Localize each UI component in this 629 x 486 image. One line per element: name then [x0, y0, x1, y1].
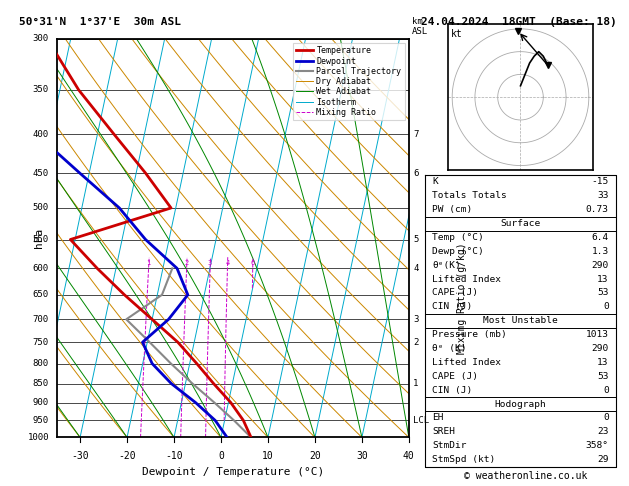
Text: 450: 450 — [33, 169, 49, 177]
Text: 350: 350 — [33, 86, 49, 94]
Text: 23: 23 — [598, 427, 609, 436]
Text: CAPE (J): CAPE (J) — [432, 289, 478, 297]
Text: 4: 4 — [225, 260, 230, 266]
Text: km
ASL: km ASL — [412, 17, 428, 36]
Text: 20: 20 — [309, 451, 321, 461]
Text: 1: 1 — [413, 379, 418, 388]
Text: hPa: hPa — [34, 228, 44, 248]
Text: 53: 53 — [598, 372, 609, 381]
Text: -30: -30 — [71, 451, 89, 461]
Text: StmDir: StmDir — [432, 441, 467, 450]
Text: θᵉ(K): θᵉ(K) — [432, 260, 461, 270]
Text: 650: 650 — [33, 290, 49, 299]
Text: CIN (J): CIN (J) — [432, 386, 472, 395]
Text: 900: 900 — [33, 398, 49, 407]
Text: 850: 850 — [33, 379, 49, 388]
Text: 358°: 358° — [586, 441, 609, 450]
Text: 2: 2 — [413, 338, 418, 347]
Text: -20: -20 — [118, 451, 136, 461]
Text: -15: -15 — [591, 177, 609, 187]
Text: kt: kt — [450, 29, 462, 39]
Text: 13: 13 — [598, 358, 609, 367]
Text: 400: 400 — [33, 130, 49, 139]
Text: CIN (J): CIN (J) — [432, 302, 472, 312]
Text: 750: 750 — [33, 338, 49, 347]
Text: -10: -10 — [165, 451, 183, 461]
Text: 2: 2 — [184, 260, 189, 266]
Text: 1.3: 1.3 — [591, 247, 609, 256]
Text: 33: 33 — [598, 191, 609, 200]
Text: 10: 10 — [262, 451, 274, 461]
Text: Totals Totals: Totals Totals — [432, 191, 507, 200]
Text: 13: 13 — [598, 275, 609, 284]
Text: 24.04.2024  18GMT  (Base: 18): 24.04.2024 18GMT (Base: 18) — [421, 17, 617, 27]
Text: Lifted Index: Lifted Index — [432, 275, 501, 284]
Text: 3: 3 — [413, 315, 418, 324]
Text: 0.73: 0.73 — [586, 205, 609, 214]
Text: 500: 500 — [33, 204, 49, 212]
Legend: Temperature, Dewpoint, Parcel Trajectory, Dry Adiabat, Wet Adiabat, Isotherm, Mi: Temperature, Dewpoint, Parcel Trajectory… — [293, 43, 404, 120]
Text: 0: 0 — [218, 451, 224, 461]
Text: Dewpoint / Temperature (°C): Dewpoint / Temperature (°C) — [142, 468, 324, 477]
Text: Pressure (mb): Pressure (mb) — [432, 330, 507, 339]
Text: StmSpd (kt): StmSpd (kt) — [432, 455, 496, 464]
Text: 1: 1 — [147, 260, 151, 266]
Text: 800: 800 — [33, 359, 49, 368]
Text: 6: 6 — [250, 260, 255, 266]
Text: Hodograph: Hodograph — [494, 399, 547, 409]
Text: 950: 950 — [33, 416, 49, 425]
Text: CAPE (J): CAPE (J) — [432, 372, 478, 381]
Text: K: K — [432, 177, 438, 187]
Text: LCL: LCL — [413, 416, 429, 425]
Text: 53: 53 — [598, 289, 609, 297]
Text: 1013: 1013 — [586, 330, 609, 339]
Text: Surface: Surface — [501, 219, 540, 228]
Text: 6.4: 6.4 — [591, 233, 609, 242]
Text: 6: 6 — [413, 169, 418, 177]
Text: 1000: 1000 — [27, 433, 49, 442]
Text: 4: 4 — [413, 264, 418, 273]
Text: θᵉ (K): θᵉ (K) — [432, 344, 467, 353]
Text: Mixing Ratio (g/kg): Mixing Ratio (g/kg) — [457, 242, 467, 354]
Text: 29: 29 — [598, 455, 609, 464]
Text: 300: 300 — [33, 35, 49, 43]
Text: EH: EH — [432, 414, 443, 422]
Text: © weatheronline.co.uk: © weatheronline.co.uk — [464, 471, 587, 481]
Text: 550: 550 — [33, 235, 49, 244]
Text: Temp (°C): Temp (°C) — [432, 233, 484, 242]
Text: 0: 0 — [603, 414, 609, 422]
Text: 50°31'N  1°37'E  30m ASL: 50°31'N 1°37'E 30m ASL — [19, 17, 181, 27]
Text: Most Unstable: Most Unstable — [483, 316, 558, 325]
Text: Lifted Index: Lifted Index — [432, 358, 501, 367]
Text: 7: 7 — [413, 130, 418, 139]
Text: 290: 290 — [591, 260, 609, 270]
Text: 290: 290 — [591, 344, 609, 353]
Text: 3: 3 — [208, 260, 212, 266]
Text: 30: 30 — [356, 451, 368, 461]
Text: PW (cm): PW (cm) — [432, 205, 472, 214]
Text: 0: 0 — [603, 386, 609, 395]
Text: Dewp (°C): Dewp (°C) — [432, 247, 484, 256]
Text: 600: 600 — [33, 264, 49, 273]
Text: 5: 5 — [413, 235, 418, 244]
Text: SREH: SREH — [432, 427, 455, 436]
Text: 700: 700 — [33, 315, 49, 324]
Text: 40: 40 — [403, 451, 415, 461]
Text: 0: 0 — [603, 302, 609, 312]
